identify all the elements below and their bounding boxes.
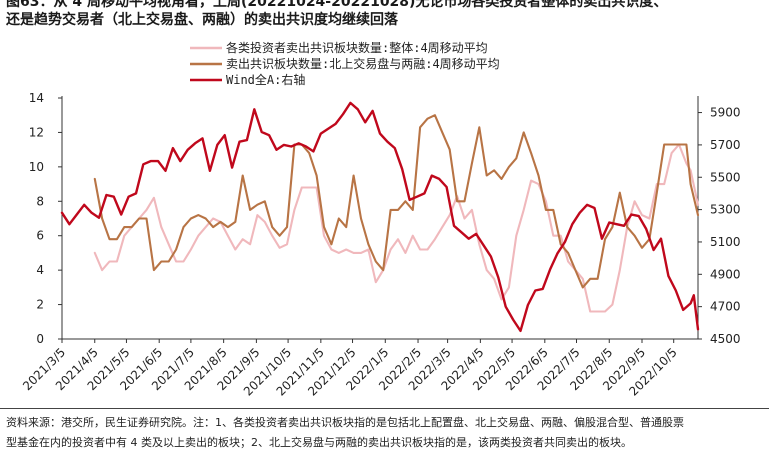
- y-right-tick-label: 5300: [710, 203, 741, 217]
- y-right-tick-label: 5500: [710, 170, 741, 184]
- series-line-3: [60, 101, 700, 333]
- y-left-tick-label: 4: [36, 263, 44, 277]
- y-left-tick-label: 12: [29, 125, 44, 139]
- y-left-tick-label: 6: [36, 229, 44, 243]
- chart-title-line-1: 图63：从 4 周移动平均视角看，上周(20221024-20221028)无论…: [6, 0, 668, 10]
- legend-label-1: 各类投资者卖出共识板块数量:整体:4周移动平均: [226, 40, 488, 55]
- source-note-line-1: 资料来源：港交所，民生证券研究院。注：1、各类投资者卖出共识板块指的是包括北上配…: [6, 416, 684, 429]
- chart-title: 图63：从 4 周移动平均视角看，上周(20221024-20221028)无论…: [6, 0, 766, 29]
- series-line-2: [93, 114, 700, 289]
- line-chart: 0 2 4 6 8 10 12 14 4500 4700 4900 5100 5300 5500 5700 5…: [20, 40, 740, 399]
- axes: 0 2 4 6 8 10 12 14 4500 4700 4900 5100 5300 5500 5700 5…: [20, 91, 740, 399]
- y-left-tick-label: 10: [29, 160, 44, 174]
- y-left-tick-label: 14: [29, 91, 44, 105]
- series-line-1: [93, 143, 700, 313]
- legend: 各类投资者卖出共识板块数量:整体:4周移动平均卖出共识板块数量:北上交易盘与两融…: [190, 40, 500, 87]
- source-note: 资料来源：港交所，民生证券研究院。注：1、各类投资者卖出共识板块指的是包括北上配…: [6, 413, 758, 453]
- y-right-tick-label: 4900: [710, 267, 741, 281]
- source-divider: [0, 408, 769, 409]
- series-lines: [60, 101, 700, 333]
- y-right-tick-label: 5900: [710, 106, 741, 120]
- y-left-tick-label: 0: [36, 332, 44, 346]
- y-left-tick-label: 8: [36, 194, 44, 208]
- chart-title-line-2: 还是趋势交易者（北上交易盘、两融）的卖出共识度均继续回落: [6, 12, 398, 28]
- y-left-tick-label: 2: [36, 298, 44, 312]
- y-right-tick-label: 4500: [710, 332, 741, 346]
- chart-area: 0 2 4 6 8 10 12 14 4500 4700 4900 5100 5300 5500 5700 5…: [0, 36, 769, 408]
- y-right-tick-label: 5100: [710, 235, 741, 249]
- legend-label-3: Wind全A:右轴: [226, 72, 305, 87]
- source-note-line-2: 型基金在内的投资者中有 4 类及以上卖出的板块；2、北上交易盘与两融的卖出共识板…: [6, 436, 632, 449]
- y-right-tick-label: 5700: [710, 138, 741, 152]
- legend-label-2: 卖出共识板块数量:北上交易盘与两融:4周移动平均: [226, 56, 500, 71]
- y-right-tick-label: 4700: [710, 300, 741, 314]
